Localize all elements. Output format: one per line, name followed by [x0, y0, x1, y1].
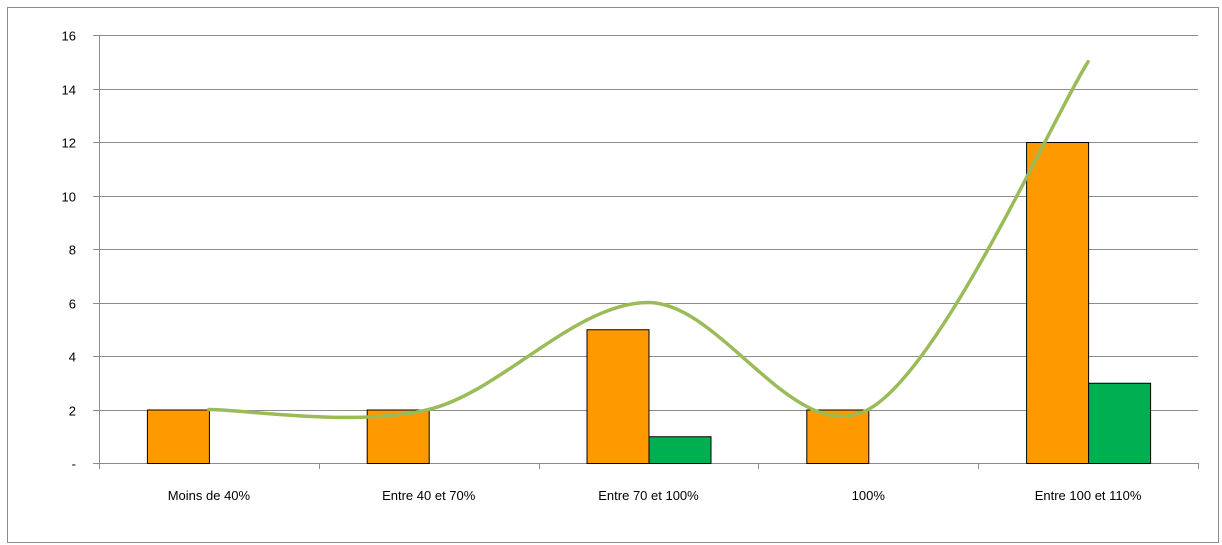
grid-lines [99, 35, 1198, 411]
y-tick-label: 16 [62, 29, 76, 44]
bar-orange [146, 409, 210, 464]
x-tick-label: Entre 100 et 110% [1035, 488, 1142, 503]
y-tick-label: 4 [69, 350, 76, 365]
y-tick-label: 8 [69, 243, 76, 258]
trend-line-layer [207, 60, 1090, 420]
y-tick-label: 10 [62, 190, 76, 205]
bar-orange [1026, 142, 1090, 464]
trend-line [207, 60, 1090, 420]
x-tick-label: Moins de 40% [168, 488, 251, 503]
x-tick-label: Entre 70 et 100% [598, 488, 699, 503]
y-tick-label: 2 [69, 404, 76, 419]
bar-orange [366, 409, 430, 464]
bars [146, 142, 1152, 464]
bar-orange [806, 409, 870, 464]
tick-labels: - 2 4 6 8 10 12 14 16 Moins de 40% Entre 40 et 70%… [62, 29, 1142, 504]
bar-green [648, 436, 712, 464]
x-tick-label: 100% [852, 488, 886, 503]
bar-green [1088, 382, 1152, 464]
y-tick-label: 12 [62, 136, 76, 151]
y-tick-label: 14 [62, 83, 76, 98]
bar-orange [586, 329, 650, 464]
y-tick-label: 6 [69, 297, 76, 312]
x-tick-label: Entre 40 et 70% [382, 488, 476, 503]
y-tick-label: - [72, 457, 76, 472]
